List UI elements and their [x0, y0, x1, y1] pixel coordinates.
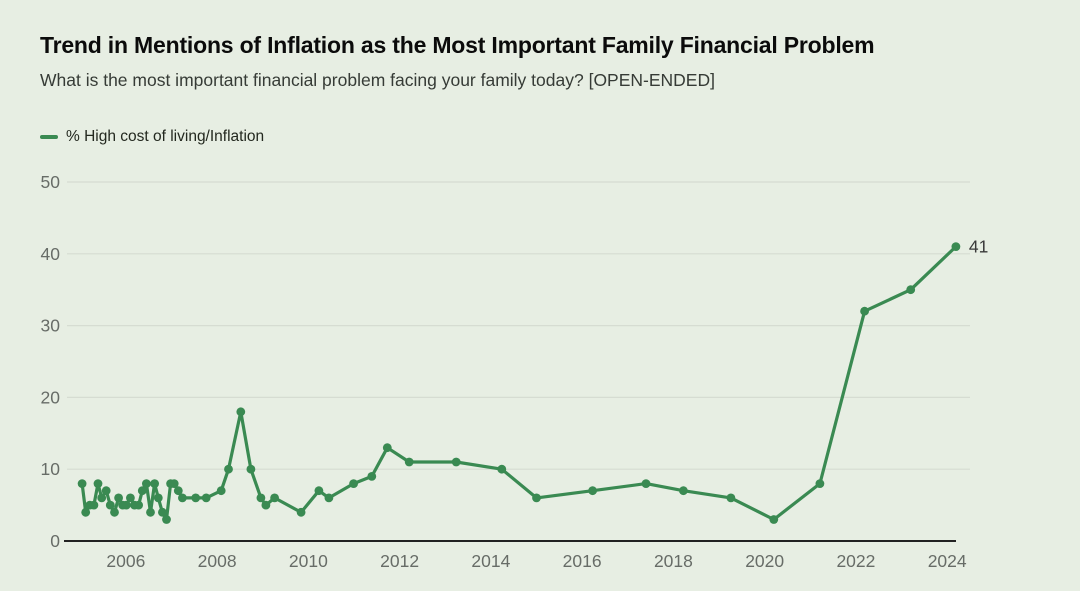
data-point — [261, 500, 271, 510]
y-tick-label: 30 — [41, 316, 61, 336]
data-point — [89, 500, 99, 510]
x-tick-label: 2018 — [654, 551, 693, 571]
data-point — [451, 457, 461, 467]
trend-line — [80, 245, 958, 522]
data-point — [404, 457, 414, 467]
data-point — [216, 486, 226, 496]
data-point — [125, 493, 135, 503]
data-point — [296, 507, 306, 517]
data-point — [169, 479, 179, 488]
data-point — [142, 479, 151, 488]
data-point — [588, 486, 597, 496]
data-point — [191, 493, 201, 503]
data-point — [77, 479, 87, 488]
legend-line-swatch — [40, 135, 58, 139]
data-point — [679, 486, 688, 496]
data-point — [134, 500, 144, 510]
data-point — [162, 515, 171, 524]
data-point — [314, 486, 324, 496]
data-point — [324, 493, 334, 503]
x-tick-label: 2012 — [380, 551, 419, 571]
data-point — [81, 507, 91, 517]
data-point — [769, 515, 779, 524]
data-point — [641, 479, 651, 488]
data-point — [270, 493, 279, 503]
y-tick-label: 10 — [41, 459, 61, 479]
data-point — [246, 464, 256, 474]
data-point — [97, 493, 107, 503]
data-point — [726, 493, 736, 503]
x-tick-label: 2008 — [198, 551, 237, 571]
y-tick-label: 0 — [50, 531, 60, 551]
data-point — [153, 493, 163, 503]
data-point — [236, 407, 246, 417]
chart-subtitle: What is the most important financial pro… — [40, 70, 715, 90]
end-value-label: 41 — [969, 237, 988, 257]
data-point — [382, 443, 392, 453]
data-point — [137, 486, 147, 496]
x-tick-label: 2020 — [745, 551, 784, 571]
x-tick-label: 2006 — [106, 551, 145, 571]
x-tick-label: 2010 — [289, 551, 328, 571]
y-tick-label: 50 — [41, 172, 61, 192]
y-tick-label: 40 — [41, 244, 61, 264]
legend: % High cost of living/Inflation — [40, 128, 264, 146]
data-point — [146, 507, 155, 517]
data-point — [201, 493, 211, 503]
x-tick-label: 2022 — [836, 551, 875, 571]
data-point — [497, 464, 507, 474]
data-point — [178, 493, 187, 503]
data-point — [815, 479, 825, 488]
data-point — [158, 507, 167, 517]
data-point — [256, 493, 266, 503]
legend-label: % High cost of living/Inflation — [66, 128, 265, 145]
x-tick-label: 2014 — [471, 551, 510, 571]
x-tick-label: 2024 — [928, 551, 967, 571]
data-point — [110, 507, 119, 517]
chart-title: Trend in Mentions of Inflation as the Mo… — [40, 32, 875, 59]
data-point — [114, 493, 123, 503]
data-point — [224, 464, 233, 474]
data-point — [367, 472, 377, 481]
data-point — [906, 285, 916, 295]
data-point — [951, 242, 961, 252]
y-tick-label: 20 — [41, 387, 61, 407]
data-point — [121, 500, 131, 510]
data-point — [93, 479, 103, 488]
data-point — [105, 500, 115, 510]
data-point — [860, 306, 869, 316]
data-point — [349, 479, 358, 488]
data-point — [173, 486, 183, 496]
data-point — [150, 479, 160, 488]
data-point — [532, 493, 541, 503]
x-tick-label: 2016 — [563, 551, 602, 571]
data-point — [101, 486, 111, 496]
